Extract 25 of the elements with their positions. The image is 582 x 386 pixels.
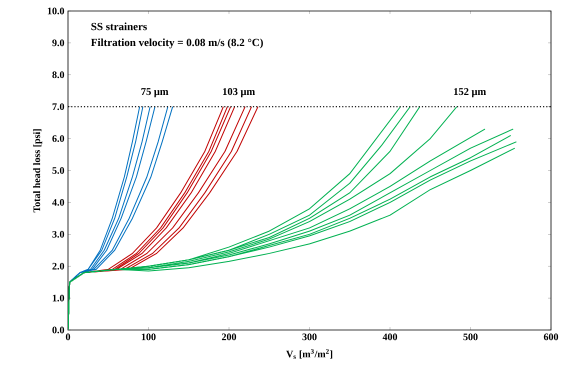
y-tick-label: 10.0 <box>48 8 64 14</box>
y-tick-label: 5.0 <box>52 167 64 174</box>
annotation: 103 μm <box>223 88 255 98</box>
x-tick-label: 200 <box>222 334 236 340</box>
x-tick-label: 400 <box>382 334 398 340</box>
annotation: SS strainers <box>91 22 147 30</box>
y-tick-label: 4.0 <box>52 199 64 206</box>
x-tick-label: 0 <box>66 334 70 340</box>
x-tick-label: 100 <box>142 334 156 340</box>
y-tick-label: 8.0 <box>52 71 64 78</box>
annotation: Filtration velocity = 0.08 m/s (8.2 °C) <box>91 38 263 48</box>
y-tick-label: 6.0 <box>52 135 64 142</box>
x-tick-label: 500 <box>463 334 478 340</box>
y-axis-title: Total head loss [psi] <box>33 129 42 212</box>
y-tick-label: 1.0 <box>52 294 64 302</box>
y-tick-label: 0.0 <box>52 326 64 334</box>
y-tick-label: 9.0 <box>52 40 64 46</box>
x-tick-label: 600 <box>544 334 558 340</box>
annotation: 152 μm <box>454 88 486 98</box>
y-tick-label: 2.0 <box>52 262 64 270</box>
x-tick-label: 300 <box>302 334 317 340</box>
annotation: 75 μm <box>141 88 168 98</box>
y-tick-label: 3.0 <box>52 230 64 238</box>
x-axis-title: V$_{s}$ [m$^{3}$/m$^{2}$] <box>286 349 332 359</box>
y-tick-label: 7.0 <box>52 103 64 110</box>
